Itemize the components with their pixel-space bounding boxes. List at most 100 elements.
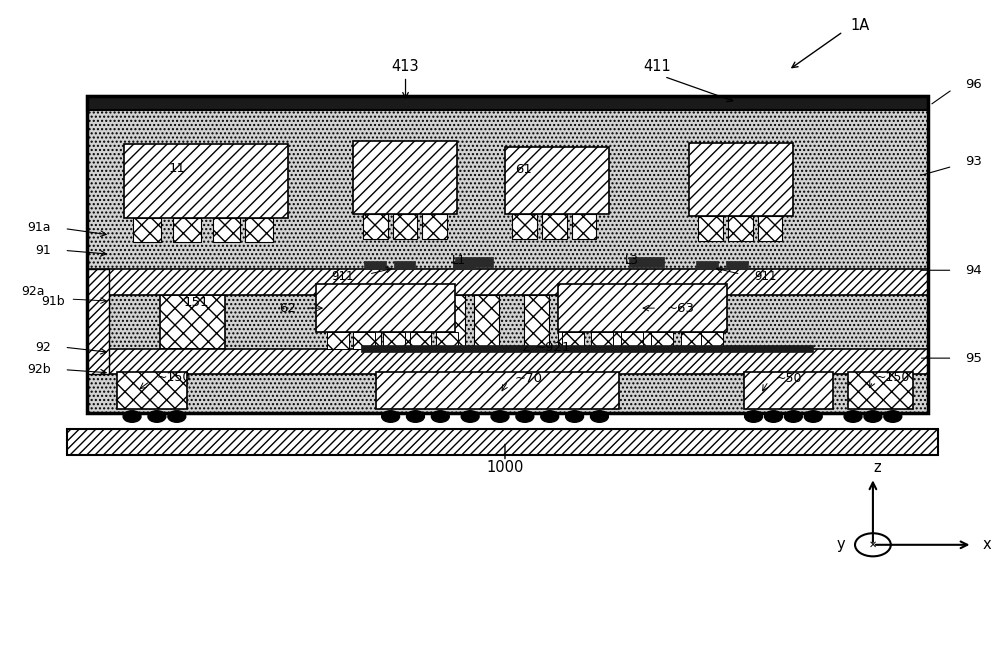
Text: 92b: 92b [27,363,51,376]
Circle shape [784,411,802,422]
Text: ~70: ~70 [515,371,543,384]
Text: 11: 11 [168,162,185,175]
Circle shape [407,411,424,422]
Text: 413: 413 [392,60,419,74]
Text: 93: 93 [965,155,982,168]
Bar [356,294,381,349]
Circle shape [590,411,608,422]
Bar [629,257,664,267]
Bar [591,333,613,349]
Circle shape [461,411,479,422]
Text: 411: 411 [643,60,671,74]
Text: ~150: ~150 [876,371,910,384]
Bar [363,214,388,239]
Text: z: z [873,460,881,476]
Text: 911: 911 [331,270,354,283]
Bar [394,261,415,269]
Circle shape [566,411,584,422]
Bar [327,333,349,349]
Bar [410,333,431,349]
Text: x: x [983,537,992,553]
Bar [67,430,938,455]
Bar [558,294,583,349]
Text: ~50: ~50 [775,371,802,384]
Circle shape [431,411,449,422]
Bar [376,371,619,409]
Text: 91b: 91b [41,294,64,307]
Text: 1A: 1A [850,17,870,33]
Bar [505,147,609,214]
Text: 62: 62 [279,302,296,314]
Bar [117,371,187,409]
Text: 151: 151 [184,296,209,309]
Circle shape [516,411,534,422]
Bar [524,294,549,349]
Bar [133,217,161,242]
Bar [608,294,633,349]
Bar [436,333,458,349]
Text: ~921: ~921 [535,342,571,355]
Bar [87,96,928,413]
Bar [353,333,375,349]
Bar [572,214,596,239]
Text: 61: 61 [515,163,532,176]
Circle shape [168,411,186,422]
Bar [390,294,414,349]
Bar [124,144,288,217]
Bar [512,214,537,239]
Circle shape [804,411,822,422]
Bar [728,216,753,241]
Bar [87,269,928,294]
Bar [393,214,417,239]
Text: 1000: 1000 [486,460,524,476]
Text: y: y [836,537,845,553]
Circle shape [765,411,782,422]
Bar [361,345,813,352]
Bar [621,333,643,349]
Text: L1: L1 [452,254,466,267]
Text: L3: L3 [625,254,639,267]
Circle shape [491,411,509,422]
Text: 95: 95 [965,351,982,365]
Bar [87,269,109,373]
Bar [758,216,782,241]
Bar [642,294,667,349]
Circle shape [884,411,902,422]
Bar [160,294,225,349]
Bar [364,261,386,269]
Text: ~63: ~63 [667,302,695,314]
Bar [558,285,727,333]
Bar [848,371,913,409]
Bar [701,333,723,349]
Bar [87,96,928,413]
Bar [744,371,833,409]
Bar [689,142,793,216]
Bar [651,333,673,349]
Bar [173,217,201,242]
Bar [681,333,703,349]
Text: ~150: ~150 [157,371,191,384]
Bar [562,333,584,349]
Text: 91a: 91a [27,221,51,234]
Bar [453,261,475,269]
Circle shape [541,411,559,422]
Bar [440,294,465,349]
Bar [455,257,493,267]
Bar [422,214,447,239]
Bar [383,333,405,349]
Text: 92: 92 [35,341,51,354]
Bar [316,285,455,333]
Circle shape [745,411,763,422]
Bar [696,261,718,269]
Bar [87,349,928,373]
Text: 911: 911 [755,270,777,283]
Bar [474,294,499,349]
Bar [87,96,928,110]
Circle shape [123,411,141,422]
Circle shape [382,411,400,422]
Text: 92a: 92a [21,285,45,298]
Circle shape [148,411,166,422]
Bar [353,140,457,214]
Circle shape [844,411,862,422]
Bar [213,217,240,242]
